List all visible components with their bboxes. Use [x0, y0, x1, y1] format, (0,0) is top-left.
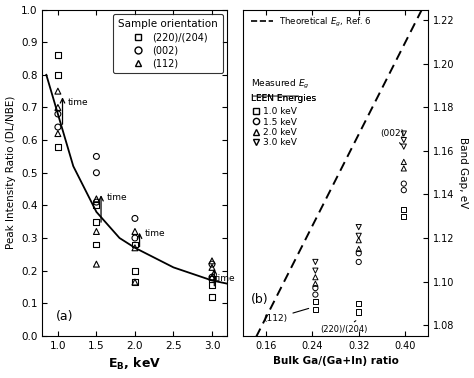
Point: [355, 224, 363, 230]
Text: time: time: [214, 274, 235, 284]
Point: [54, 124, 62, 130]
Text: (002): (002): [380, 129, 404, 144]
Point: [355, 237, 363, 243]
Point: [355, 300, 363, 306]
Text: (220)/(204): (220)/(204): [320, 321, 368, 333]
Point: [355, 246, 363, 252]
Text: LEEN Energies: LEEN Energies: [251, 94, 316, 104]
Point: [54, 104, 62, 110]
Point: [92, 219, 100, 225]
Point: [311, 298, 319, 304]
Point: [54, 130, 62, 136]
Point: [400, 137, 408, 143]
Point: [208, 258, 216, 264]
Point: [208, 276, 216, 282]
Point: [208, 294, 216, 300]
Point: [131, 279, 139, 285]
Point: [355, 233, 363, 239]
Text: (b): (b): [251, 293, 268, 306]
Legend: (220)/(204), (002), (112): (220)/(204), (002), (112): [113, 14, 222, 73]
Text: time: time: [68, 98, 89, 107]
Point: [131, 215, 139, 222]
Point: [400, 181, 408, 187]
Y-axis label: Peak Intensity Ratio (DL/NBE): Peak Intensity Ratio (DL/NBE): [6, 96, 16, 249]
Point: [92, 242, 100, 248]
Point: [92, 261, 100, 267]
Text: time: time: [145, 229, 165, 238]
Text: Measured $\mathit{E}_g$: Measured $\mathit{E}_g$: [251, 78, 309, 91]
Point: [355, 309, 363, 315]
Point: [54, 72, 62, 78]
Text: (112): (112): [264, 308, 309, 323]
Point: [131, 268, 139, 274]
Point: [54, 144, 62, 150]
Legend: 1.0 keV, 1.5 keV, 2.0 keV, 3.0 keV: 1.0 keV, 1.5 keV, 2.0 keV, 3.0 keV: [249, 105, 299, 149]
Point: [400, 213, 408, 219]
Point: [208, 261, 216, 267]
Text: LEEN Energies: LEEN Energies: [251, 94, 316, 104]
Text: LEEN Energies: LEEN Energies: [251, 94, 316, 104]
Point: [311, 307, 319, 313]
Point: [311, 281, 319, 287]
Point: [355, 259, 363, 265]
Point: [131, 279, 139, 285]
Point: [400, 130, 408, 136]
Point: [92, 199, 100, 205]
Point: [131, 245, 139, 251]
Point: [208, 274, 216, 280]
Point: [54, 88, 62, 94]
X-axis label: $\mathbf{E_B}$, keV: $\mathbf{E_B}$, keV: [109, 356, 162, 372]
Point: [208, 274, 216, 280]
Point: [54, 52, 62, 58]
Point: [311, 285, 319, 291]
Point: [92, 153, 100, 160]
Point: [400, 165, 408, 171]
Y-axis label: Band Gap, eV: Band Gap, eV: [458, 137, 468, 208]
Point: [400, 144, 408, 150]
Point: [311, 291, 319, 297]
X-axis label: Bulk Ga/(Ga+In) ratio: Bulk Ga/(Ga+In) ratio: [273, 356, 399, 366]
Point: [400, 159, 408, 165]
Point: [131, 242, 139, 248]
Point: [92, 196, 100, 202]
Point: [131, 228, 139, 234]
Point: [208, 282, 216, 288]
Text: time: time: [107, 193, 127, 202]
Point: [131, 235, 139, 241]
Point: [92, 202, 100, 208]
Point: [311, 274, 319, 280]
Point: [92, 228, 100, 234]
Point: [54, 111, 62, 117]
Point: [311, 259, 319, 265]
Text: (a): (a): [55, 310, 73, 322]
Point: [208, 264, 216, 270]
Point: [311, 268, 319, 274]
Point: [92, 170, 100, 176]
Point: [400, 207, 408, 213]
Point: [400, 187, 408, 193]
Point: [355, 250, 363, 256]
